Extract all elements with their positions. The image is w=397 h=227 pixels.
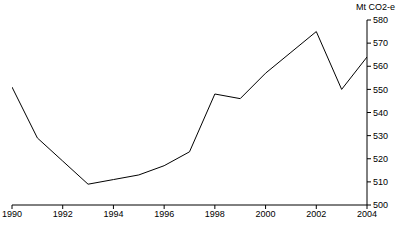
svg-text:2000: 2000 bbox=[256, 209, 276, 219]
svg-text:2004: 2004 bbox=[357, 209, 377, 219]
svg-text:2002: 2002 bbox=[306, 209, 326, 219]
svg-text:500: 500 bbox=[373, 200, 388, 210]
svg-text:540: 540 bbox=[373, 108, 388, 118]
svg-text:1998: 1998 bbox=[205, 209, 225, 219]
svg-text:570: 570 bbox=[373, 38, 388, 48]
svg-text:520: 520 bbox=[373, 154, 388, 164]
svg-text:1996: 1996 bbox=[154, 209, 174, 219]
svg-text:560: 560 bbox=[373, 61, 388, 71]
svg-text:580: 580 bbox=[373, 15, 388, 25]
svg-text:550: 550 bbox=[373, 85, 388, 95]
html-text:Mt CO2-e: Mt CO2-e bbox=[356, 2, 395, 12]
svg-text:1992: 1992 bbox=[53, 209, 73, 219]
svg-text:1994: 1994 bbox=[103, 209, 123, 219]
svg-text:1990: 1990 bbox=[8, 209, 22, 219]
svg-text:530: 530 bbox=[373, 131, 388, 141]
svg-text:510: 510 bbox=[373, 177, 388, 187]
